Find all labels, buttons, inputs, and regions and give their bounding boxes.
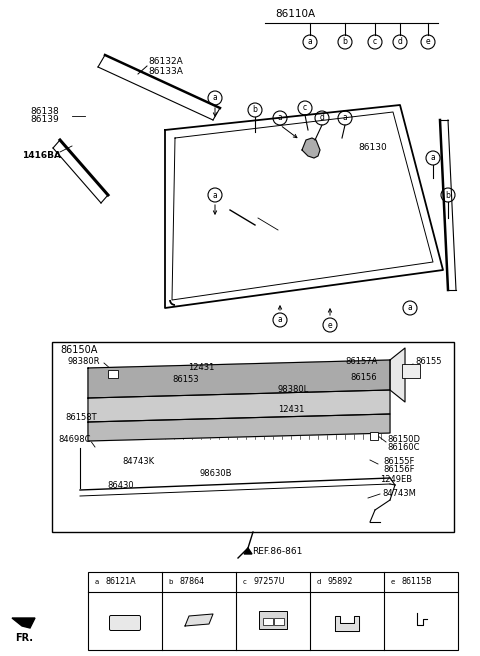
Text: a: a — [408, 304, 412, 312]
Text: a: a — [308, 37, 312, 47]
Text: a: a — [277, 316, 282, 325]
Text: a: a — [277, 113, 282, 123]
Text: 86158T: 86158T — [65, 413, 96, 422]
Text: b: b — [169, 579, 173, 585]
Text: c: c — [303, 104, 307, 112]
Text: 86150A: 86150A — [60, 345, 97, 355]
Text: b: b — [252, 106, 257, 115]
Text: 86130: 86130 — [358, 144, 387, 152]
Polygon shape — [12, 618, 35, 628]
Polygon shape — [302, 138, 320, 158]
Bar — [259, 611, 287, 629]
Text: a: a — [95, 579, 99, 585]
Text: e: e — [391, 579, 395, 585]
Text: d: d — [320, 113, 324, 123]
Text: 87864: 87864 — [179, 577, 204, 586]
FancyBboxPatch shape — [109, 615, 141, 630]
Text: a: a — [343, 113, 348, 123]
Text: b: b — [445, 190, 450, 199]
Text: REF.86-861: REF.86-861 — [252, 548, 302, 556]
Text: 1249EB: 1249EB — [380, 476, 412, 485]
Text: a: a — [213, 190, 217, 199]
Text: 86156: 86156 — [350, 373, 377, 382]
Text: 86139: 86139 — [30, 115, 59, 125]
Text: 84698C: 84698C — [58, 436, 91, 445]
Text: 1416BA: 1416BA — [22, 150, 61, 159]
Text: e: e — [426, 37, 430, 47]
Text: a: a — [213, 94, 217, 102]
Polygon shape — [244, 548, 252, 554]
Bar — [52, 342, 454, 532]
Polygon shape — [185, 614, 213, 626]
Text: 12431: 12431 — [278, 405, 304, 415]
Text: 98380R: 98380R — [68, 358, 100, 367]
Text: 86138: 86138 — [30, 108, 59, 117]
Bar — [274, 618, 284, 625]
Bar — [88, 572, 458, 650]
Text: 84743M: 84743M — [382, 489, 416, 499]
Bar — [108, 370, 118, 378]
Polygon shape — [88, 390, 390, 422]
Text: 12431: 12431 — [188, 363, 215, 373]
Bar — [263, 618, 273, 625]
Text: 95892: 95892 — [327, 577, 352, 586]
Text: 86110A: 86110A — [275, 9, 315, 19]
Text: 86157A: 86157A — [345, 358, 377, 367]
Text: 86133A: 86133A — [148, 66, 183, 75]
Text: 86430: 86430 — [107, 482, 133, 491]
Text: 86132A: 86132A — [148, 58, 183, 66]
Bar — [370, 432, 378, 440]
Text: 97257U: 97257U — [253, 577, 285, 586]
Text: 86155: 86155 — [415, 358, 442, 367]
Text: 84743K: 84743K — [122, 457, 154, 466]
Text: d: d — [317, 579, 321, 585]
Text: FR.: FR. — [15, 633, 33, 643]
Text: b: b — [343, 37, 348, 47]
Text: c: c — [373, 37, 377, 47]
Text: 86115B: 86115B — [401, 577, 432, 586]
Bar — [402, 364, 420, 378]
Polygon shape — [335, 616, 359, 631]
Text: 86160C: 86160C — [387, 443, 420, 453]
Polygon shape — [88, 414, 390, 441]
Text: e: e — [328, 321, 332, 329]
Text: a: a — [431, 154, 435, 163]
Text: c: c — [243, 579, 247, 585]
Text: d: d — [397, 37, 402, 47]
Text: 86150D: 86150D — [387, 436, 420, 445]
Text: 86153: 86153 — [172, 375, 199, 384]
Text: 86121A: 86121A — [105, 577, 136, 586]
Polygon shape — [88, 360, 390, 398]
Text: 86155F: 86155F — [383, 457, 414, 466]
Text: 98380L: 98380L — [278, 386, 309, 394]
Text: 98630B: 98630B — [200, 470, 232, 478]
Text: 86156F: 86156F — [383, 466, 415, 474]
Polygon shape — [390, 348, 405, 402]
